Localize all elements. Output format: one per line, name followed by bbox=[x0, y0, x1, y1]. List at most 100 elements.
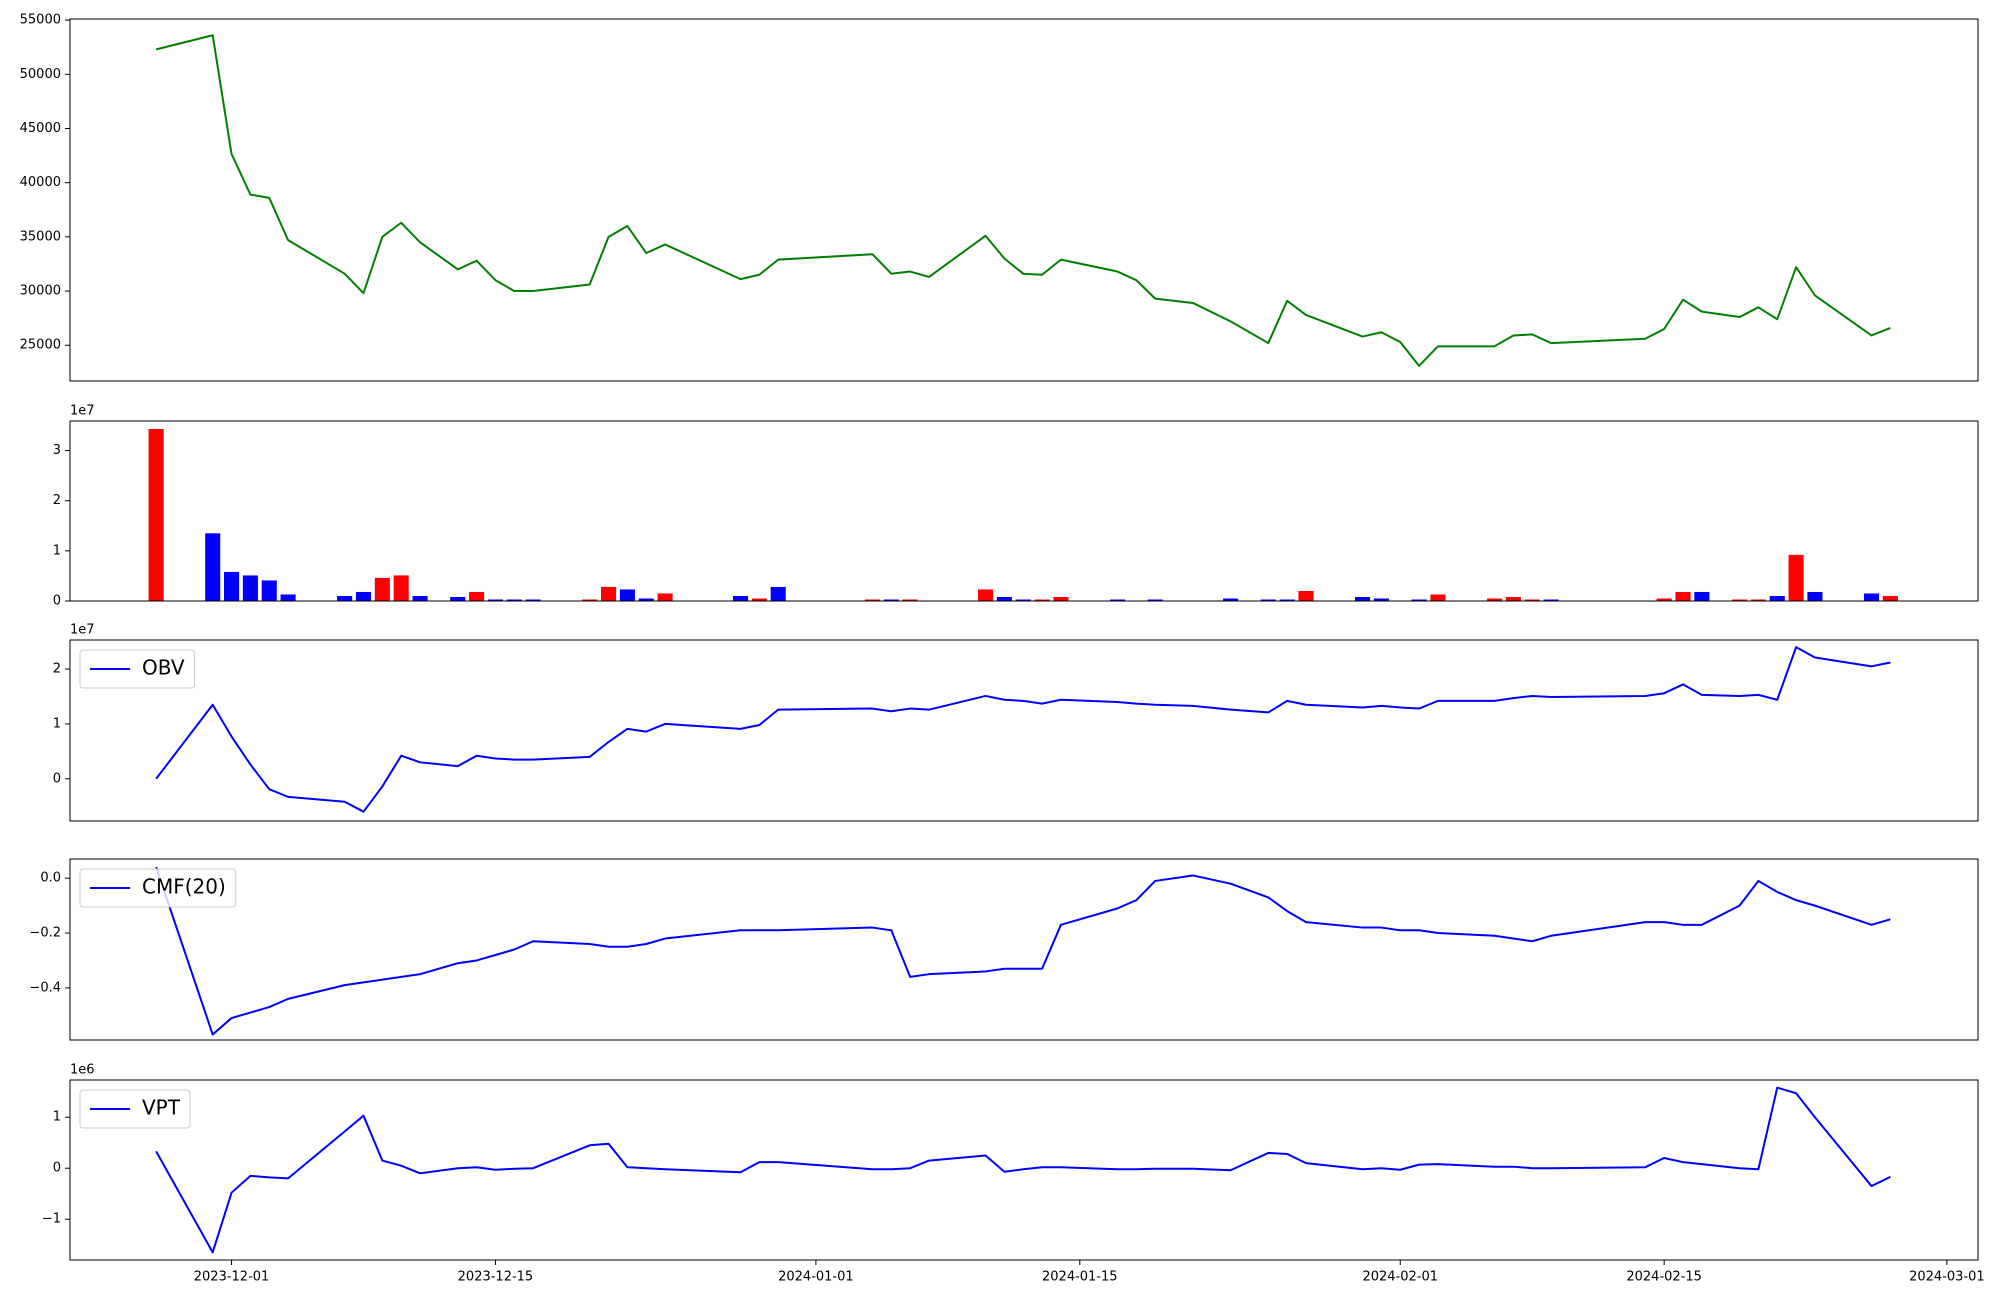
bar bbox=[1656, 598, 1672, 601]
axes-frame bbox=[69, 858, 1979, 1041]
bar bbox=[1486, 598, 1503, 601]
bar bbox=[1863, 593, 1880, 601]
bar bbox=[374, 577, 390, 601]
bar bbox=[506, 599, 522, 601]
bar bbox=[902, 599, 918, 601]
bar bbox=[601, 586, 617, 601]
legend-box bbox=[79, 649, 196, 689]
line bbox=[155, 34, 1891, 367]
bar bbox=[1543, 599, 1559, 601]
bar bbox=[1524, 599, 1540, 601]
x-tick-label: 2024-02-01 bbox=[1362, 1270, 1438, 1285]
bar bbox=[280, 594, 296, 601]
legend-label: CMF(20) bbox=[142, 875, 226, 899]
line bbox=[155, 646, 1891, 813]
y-tick-label: −0.2 bbox=[29, 926, 61, 941]
bar bbox=[883, 599, 899, 601]
bar bbox=[242, 575, 258, 601]
offset-text: 1e7 bbox=[70, 404, 95, 419]
bar bbox=[1505, 596, 1521, 601]
x-tick-label: 2024-01-01 bbox=[778, 1270, 854, 1285]
x-tick-label: 2023-12-01 bbox=[194, 1270, 270, 1285]
bar bbox=[1109, 599, 1126, 601]
y-tick-label: 0.0 bbox=[40, 871, 61, 886]
x-tick-label: 2024-01-15 bbox=[1042, 1270, 1118, 1285]
bar bbox=[205, 533, 221, 601]
bar bbox=[1260, 599, 1276, 601]
bar bbox=[1769, 595, 1785, 601]
bar bbox=[1807, 591, 1823, 601]
y-tick-label: −1 bbox=[42, 1212, 61, 1227]
axes-frame bbox=[69, 420, 1979, 602]
bar bbox=[864, 599, 880, 601]
legend-box bbox=[79, 868, 237, 908]
y-tick-label: 30000 bbox=[20, 284, 61, 299]
y-tick-label: 40000 bbox=[20, 175, 61, 190]
bar bbox=[1298, 590, 1314, 601]
bar bbox=[487, 599, 503, 601]
bar bbox=[261, 580, 277, 601]
line bbox=[155, 866, 1891, 1036]
bar bbox=[1223, 598, 1239, 601]
x-tick-label: 2024-03-01 bbox=[1909, 1270, 1985, 1285]
bar bbox=[355, 591, 372, 601]
axes-frame bbox=[69, 639, 1979, 822]
y-tick-label: 0 bbox=[53, 1161, 61, 1176]
line bbox=[155, 1086, 1891, 1254]
bar bbox=[1355, 596, 1371, 601]
bar bbox=[1430, 594, 1446, 601]
bar bbox=[619, 589, 635, 601]
x-tick-label: 2023-12-15 bbox=[458, 1270, 534, 1285]
bar bbox=[638, 598, 654, 601]
bar bbox=[996, 596, 1012, 601]
y-tick-label: 1 bbox=[53, 716, 61, 731]
offset-text: 1e6 bbox=[70, 1063, 95, 1078]
bar bbox=[224, 571, 240, 601]
bar bbox=[1034, 599, 1050, 601]
y-tick-label: 55000 bbox=[20, 13, 61, 28]
bar bbox=[1694, 591, 1710, 601]
bar bbox=[525, 599, 541, 601]
bar bbox=[1750, 599, 1766, 601]
bar bbox=[1279, 599, 1295, 601]
bar bbox=[1053, 596, 1069, 601]
bar bbox=[582, 599, 598, 601]
bar bbox=[751, 598, 767, 601]
y-tick-label: 1 bbox=[53, 543, 61, 558]
bar bbox=[657, 593, 673, 601]
bar bbox=[1373, 598, 1389, 601]
bar bbox=[450, 596, 466, 601]
bar bbox=[148, 429, 164, 601]
y-tick-label: 45000 bbox=[20, 121, 61, 136]
bar bbox=[1015, 599, 1031, 601]
bar bbox=[1732, 599, 1748, 601]
y-tick-label: −0.4 bbox=[29, 980, 61, 995]
bar bbox=[978, 589, 994, 601]
bar bbox=[469, 591, 485, 601]
bar bbox=[1147, 599, 1163, 601]
offset-text: 1e7 bbox=[70, 623, 95, 638]
y-tick-label: 2 bbox=[53, 493, 61, 508]
y-tick-label: 0 bbox=[53, 594, 61, 609]
bar bbox=[1788, 554, 1804, 601]
bar bbox=[1675, 591, 1691, 601]
legend-label: VPT bbox=[142, 1096, 181, 1120]
axes-frame bbox=[69, 1079, 1979, 1261]
legend-box bbox=[79, 1089, 191, 1129]
bar bbox=[393, 575, 409, 601]
y-tick-label: 25000 bbox=[20, 338, 61, 353]
legend-label: OBV bbox=[142, 656, 185, 680]
bar bbox=[732, 595, 749, 601]
bar bbox=[770, 586, 786, 601]
bar bbox=[412, 595, 428, 601]
bar bbox=[337, 595, 353, 601]
bar bbox=[1411, 599, 1427, 601]
y-tick-label: 0 bbox=[53, 771, 61, 786]
y-tick-label: 2 bbox=[53, 662, 61, 677]
y-tick-label: 3 bbox=[53, 443, 61, 458]
y-tick-label: 35000 bbox=[20, 229, 61, 244]
y-tick-label: 1 bbox=[53, 1110, 61, 1125]
y-tick-label: 50000 bbox=[20, 67, 61, 82]
